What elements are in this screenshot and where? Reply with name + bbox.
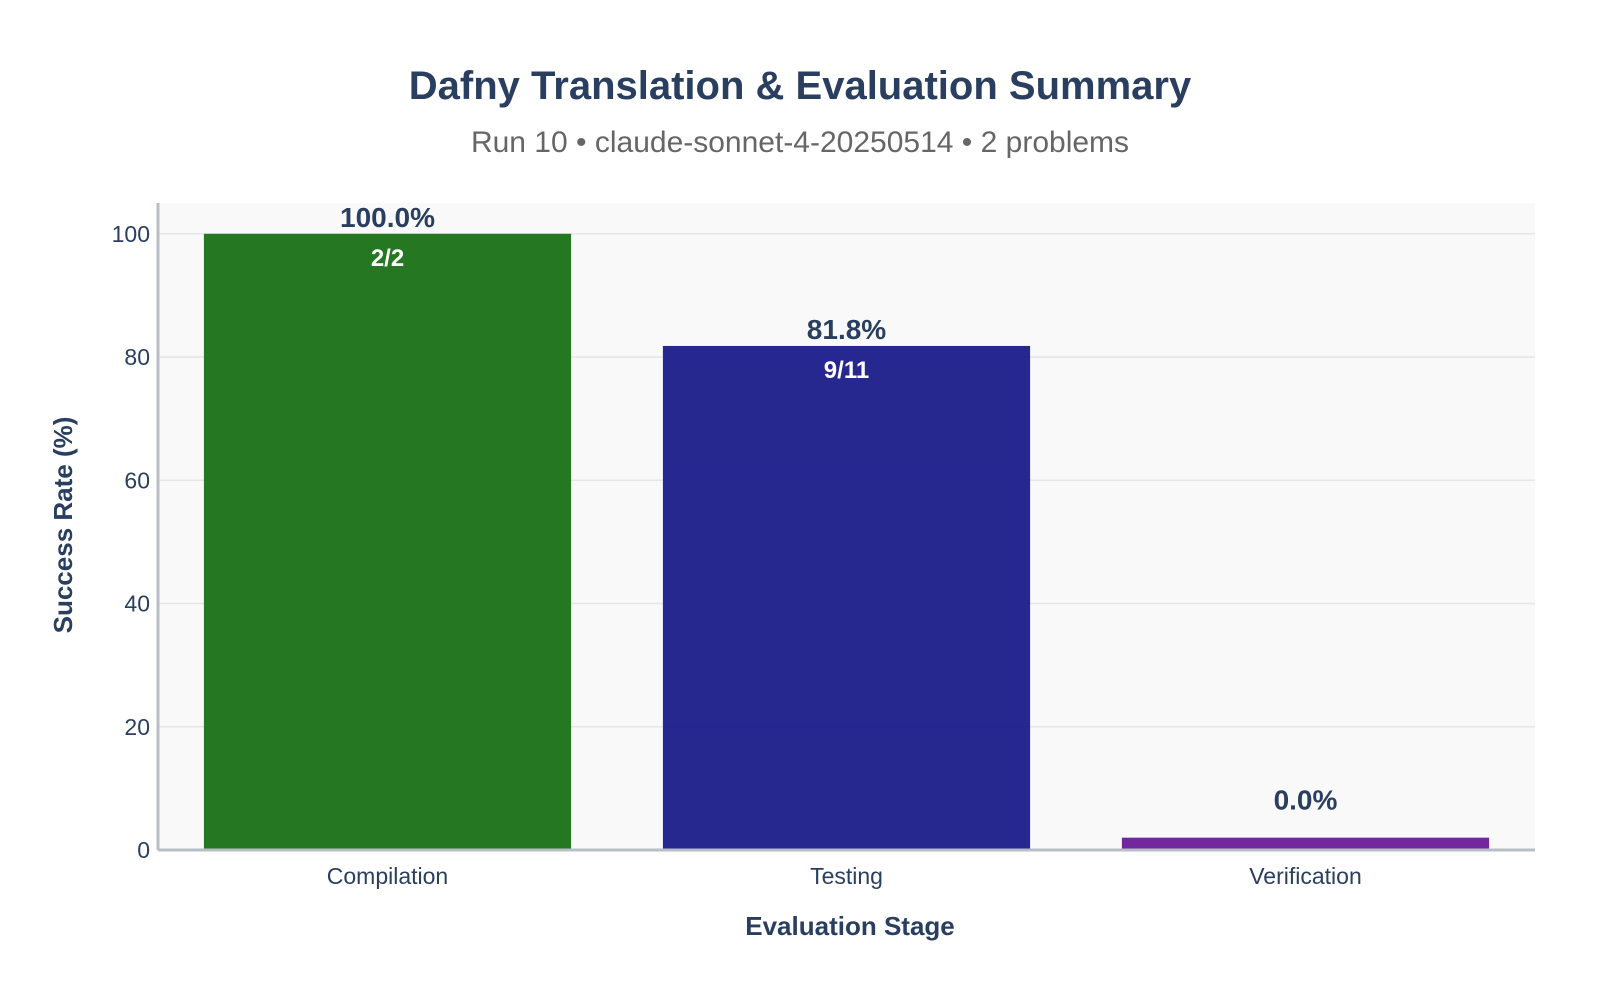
x-tick-label: Compilation: [327, 863, 448, 889]
chart-title: Dafny Translation & Evaluation Summary: [409, 64, 1192, 108]
data-labels: 100.0% 2/2 81.8% 9/11 0.0%: [340, 202, 1337, 816]
y-tick-label: 0: [137, 837, 150, 863]
y-tick-label: 20: [124, 714, 150, 740]
chart-subtitle: Run 10 • claude-sonnet-4-20250514 • 2 pr…: [471, 126, 1129, 159]
y-axis-title: Success Rate (%): [48, 417, 78, 634]
x-tick-label: Verification: [1249, 863, 1362, 889]
bars: [203, 233, 1490, 851]
x-tick-label: Testing: [810, 863, 883, 889]
x-axis-title: Evaluation Stage: [745, 911, 955, 941]
count-label: 9/11: [824, 357, 869, 384]
bar-testing: [662, 345, 1031, 850]
value-label: 0.0%: [1274, 785, 1338, 816]
y-axis-ticks: 0 20 40 60 80 100: [112, 221, 150, 863]
bar-compilation: [203, 233, 572, 851]
value-label: 81.8%: [807, 314, 886, 345]
axes: [156, 203, 1535, 852]
y-tick-label: 80: [124, 344, 150, 370]
count-label: 2/2: [371, 245, 404, 272]
x-axis-ticks: Compilation Testing Verification: [327, 863, 1362, 889]
y-tick-label: 60: [124, 467, 150, 493]
y-tick-label: 100: [112, 221, 150, 247]
value-label: 100.0%: [340, 202, 435, 233]
y-tick-label: 40: [124, 591, 150, 617]
bar-verification: [1121, 837, 1490, 850]
